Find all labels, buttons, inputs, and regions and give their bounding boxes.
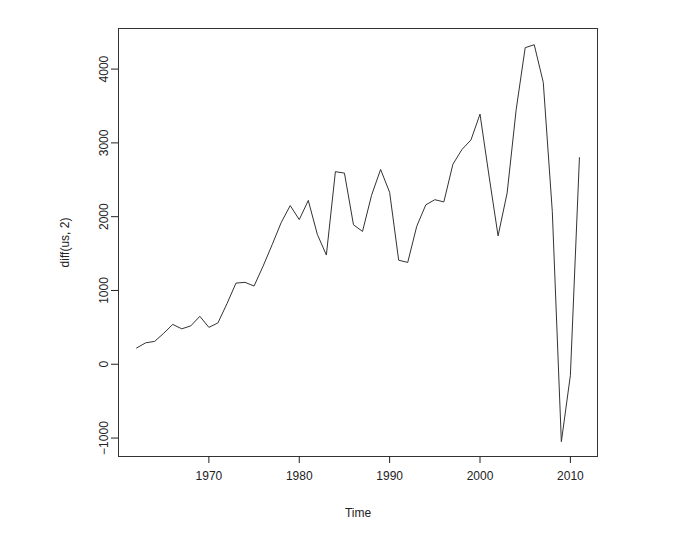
svg-text:Time: Time [345, 506, 372, 520]
svg-text:0: 0 [97, 361, 111, 368]
svg-text:3000: 3000 [97, 129, 111, 156]
svg-text:1970: 1970 [196, 469, 223, 483]
svg-text:2000: 2000 [97, 203, 111, 230]
svg-text:2010: 2010 [557, 469, 584, 483]
svg-text:2000: 2000 [467, 469, 494, 483]
svg-text:1000: 1000 [97, 277, 111, 304]
svg-text:4000: 4000 [97, 55, 111, 82]
svg-text:1990: 1990 [376, 469, 403, 483]
svg-text:1980: 1980 [286, 469, 313, 483]
svg-text:−1000: −1000 [97, 421, 111, 455]
svg-text:diff(us, 2): diff(us, 2) [58, 218, 72, 268]
